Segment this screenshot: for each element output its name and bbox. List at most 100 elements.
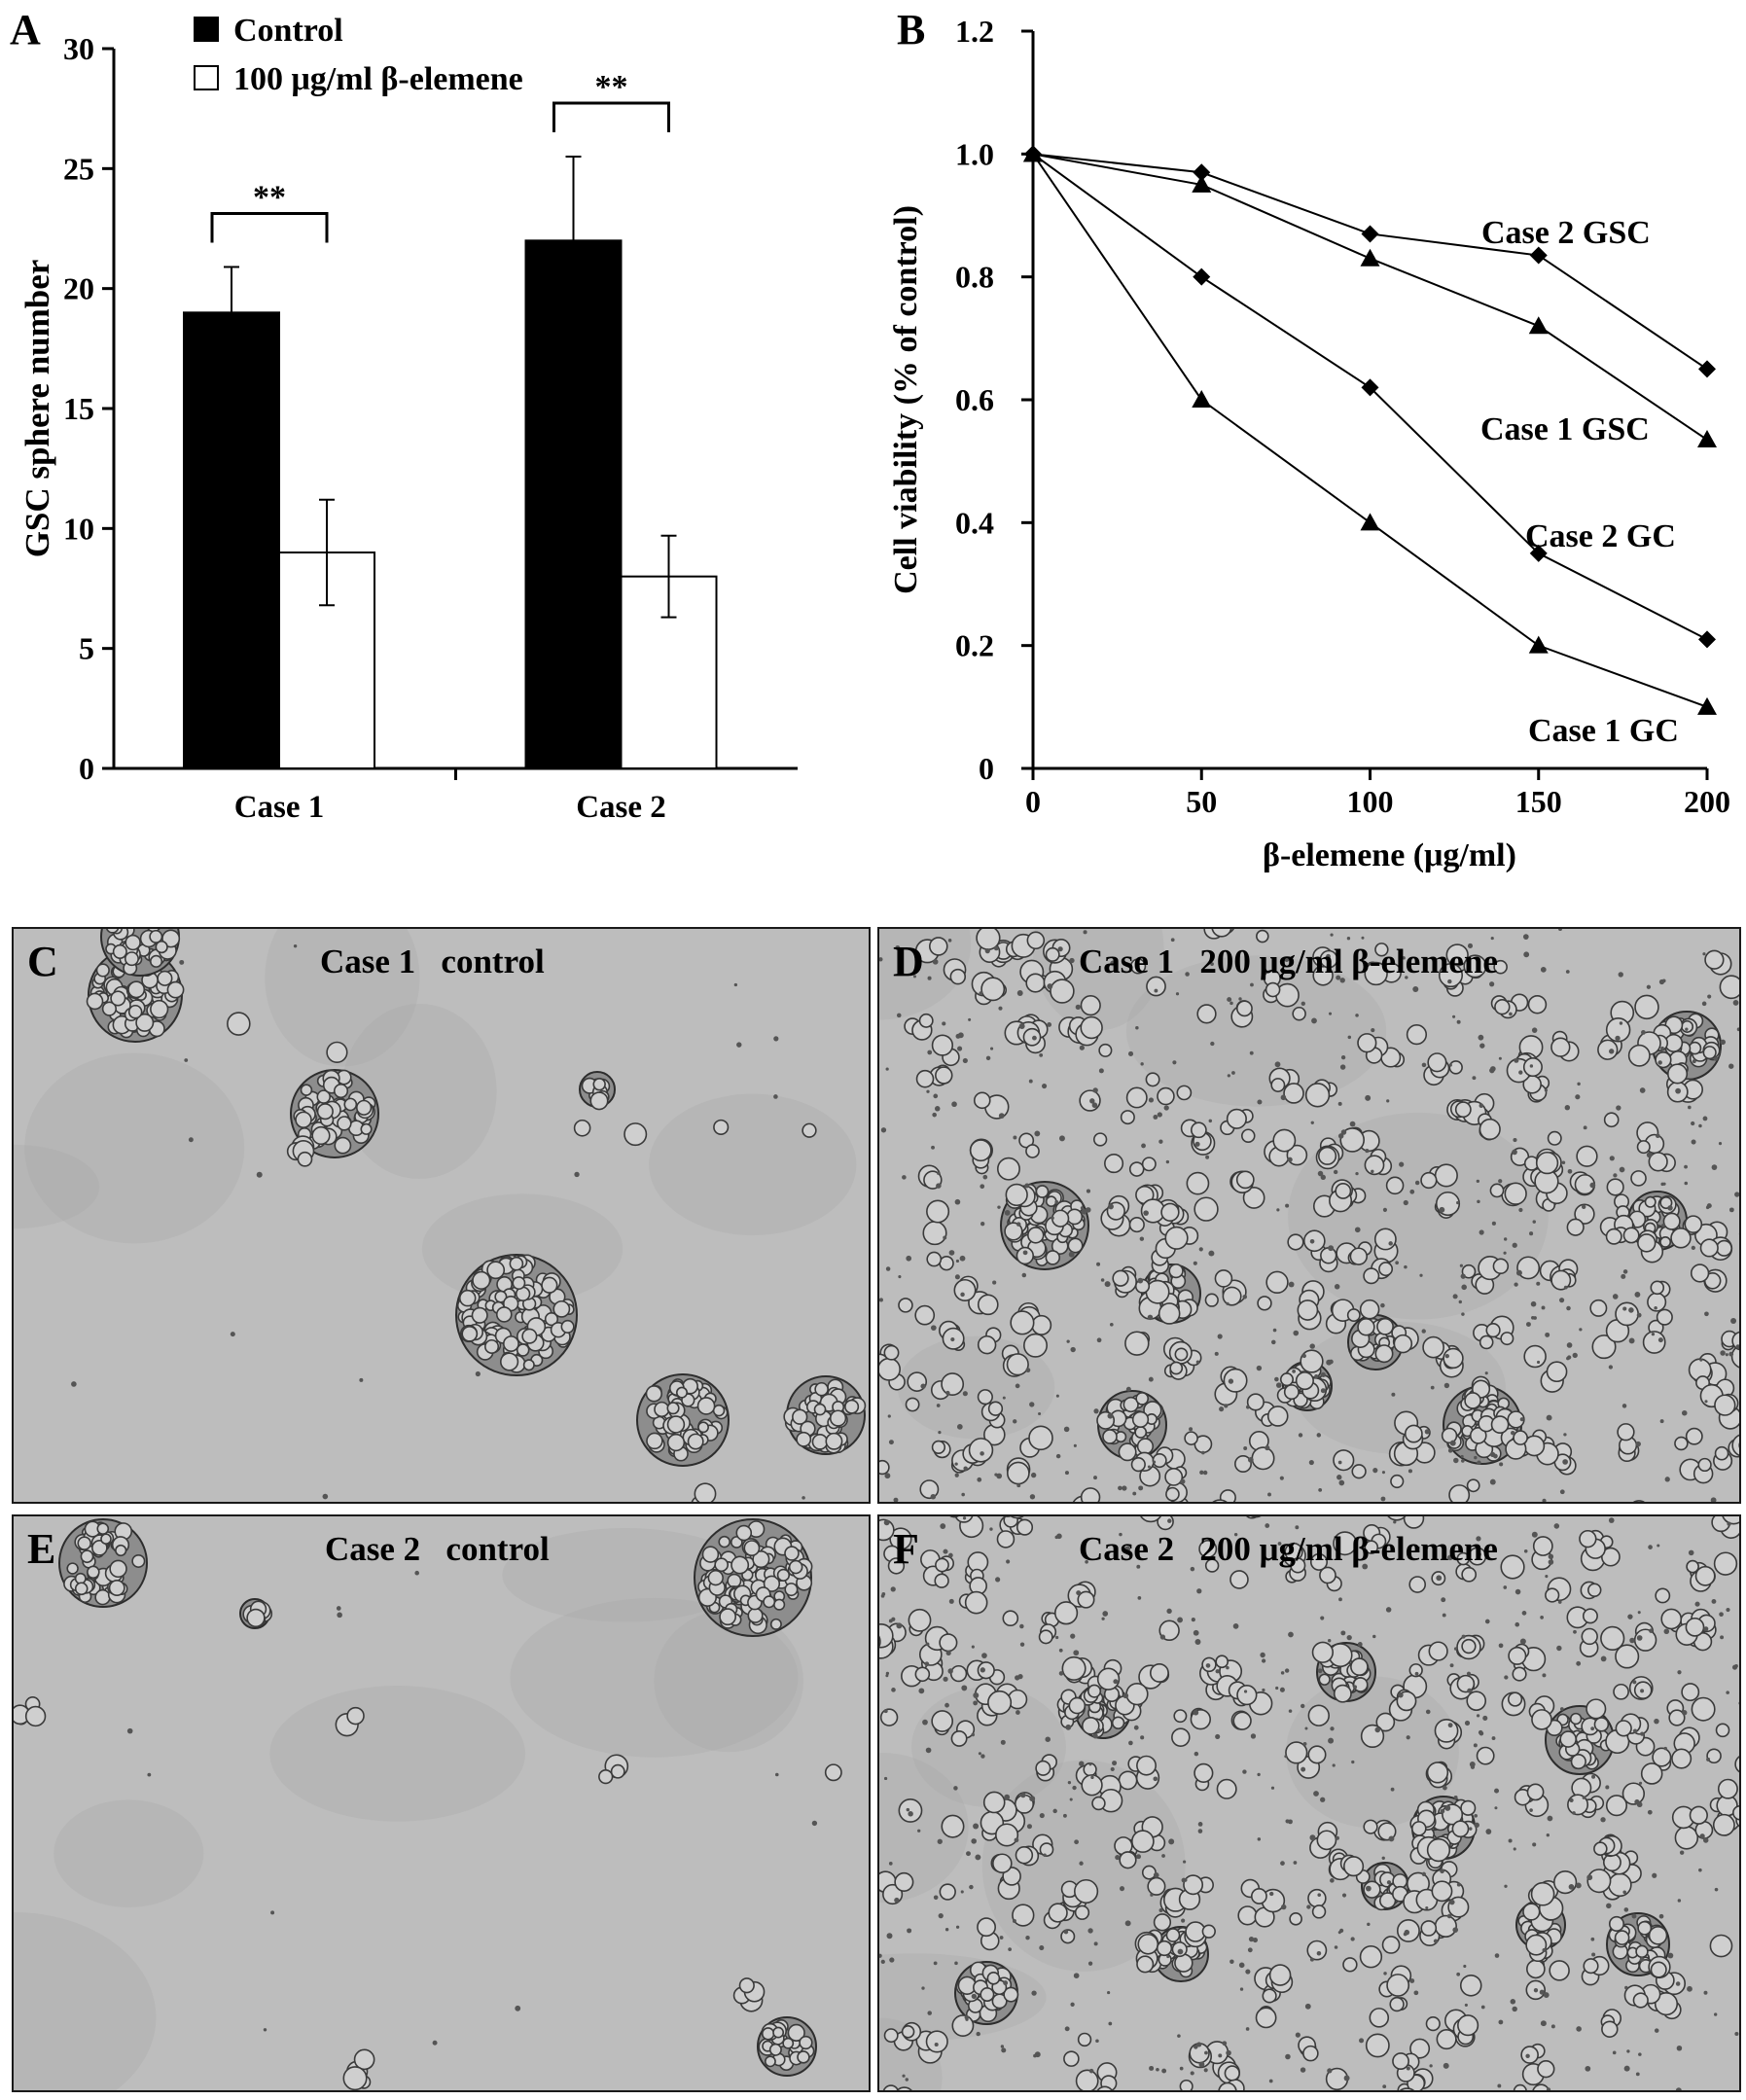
debris <box>933 1961 938 1966</box>
debris <box>1446 1913 1452 1919</box>
cell <box>1532 2083 1550 2090</box>
debris <box>1304 2003 1311 2010</box>
debris <box>1484 1371 1488 1375</box>
debris <box>1274 1376 1279 1382</box>
debris <box>733 982 738 987</box>
cell <box>879 1459 890 1476</box>
debris <box>1313 1791 1319 1797</box>
cell <box>124 951 139 967</box>
debris <box>1452 1294 1458 1299</box>
debris <box>1191 1618 1195 1622</box>
debris <box>1137 1596 1142 1600</box>
debris <box>1406 2066 1410 2071</box>
debris <box>1447 979 1452 984</box>
debris <box>1449 1440 1456 1446</box>
debris <box>1480 2005 1485 2010</box>
debris <box>1519 1638 1526 1645</box>
debris <box>1467 943 1474 948</box>
cell <box>1125 1086 1148 1109</box>
cell <box>1246 1393 1265 1411</box>
debris <box>1474 1813 1479 1818</box>
cell <box>896 2086 912 2090</box>
cell <box>1081 1717 1100 1735</box>
cell <box>1237 1905 1258 1926</box>
debris <box>1702 1837 1709 1843</box>
debris <box>1414 1180 1420 1186</box>
debris <box>1107 1412 1114 1419</box>
debris <box>1205 1155 1210 1159</box>
debris <box>1649 1628 1654 1633</box>
cell <box>1003 1986 1019 2003</box>
debris <box>1684 1181 1689 1186</box>
debris <box>1070 1346 1076 1353</box>
debris <box>1119 1886 1125 1892</box>
cell <box>1140 1516 1161 1523</box>
cell <box>1352 1677 1369 1692</box>
debris <box>1474 1822 1479 1829</box>
legend-swatch <box>194 17 219 42</box>
cell <box>80 1549 94 1564</box>
debris <box>1429 2064 1433 2068</box>
debris <box>957 1032 964 1039</box>
debris <box>1163 1105 1169 1111</box>
debris <box>1143 1210 1149 1216</box>
debris <box>1514 1057 1519 1063</box>
cell <box>1118 1442 1137 1462</box>
x-axis-label: β-elemene (μg/ml) <box>1263 837 1516 873</box>
debris <box>1476 1714 1480 1718</box>
debris <box>1309 1957 1314 1962</box>
debris <box>1546 1833 1550 1837</box>
debris <box>1623 2065 1630 2072</box>
data-point-diamond <box>1361 225 1379 243</box>
background-shading <box>502 1528 749 1622</box>
debris <box>1529 1231 1534 1236</box>
cell <box>1460 1799 1477 1816</box>
cell <box>77 1536 91 1550</box>
debris <box>1629 1637 1635 1644</box>
debris <box>1518 1207 1523 1213</box>
debris <box>1047 1022 1052 1027</box>
debris <box>1382 2084 1387 2089</box>
data-point-triangle <box>1023 144 1043 162</box>
debris <box>1028 1079 1033 1084</box>
cell <box>949 1664 968 1683</box>
debris <box>1365 1094 1372 1101</box>
cell <box>1343 1856 1365 1877</box>
debris <box>956 1424 963 1430</box>
debris <box>912 975 917 979</box>
cell <box>1235 1170 1255 1190</box>
debris <box>1341 1893 1347 1898</box>
cell <box>666 1433 686 1452</box>
debris <box>1257 1099 1263 1105</box>
micrograph-image-d <box>879 929 1739 1502</box>
debris <box>1024 1183 1030 1189</box>
cell <box>1360 1724 1385 1749</box>
cell <box>1408 1663 1423 1678</box>
cell <box>155 940 168 954</box>
cell <box>1461 1638 1477 1655</box>
cell <box>1493 959 1508 975</box>
debris <box>1698 1123 1702 1128</box>
debris <box>1509 1012 1513 1016</box>
cell <box>977 1917 997 1938</box>
debris <box>1425 1709 1431 1715</box>
debris <box>1012 1919 1016 1923</box>
cell <box>1464 1392 1481 1409</box>
debris <box>1639 1957 1645 1962</box>
debris <box>1441 1597 1446 1603</box>
debris <box>1064 1471 1069 1476</box>
cell <box>1333 1531 1358 1556</box>
debris <box>1421 1062 1427 1068</box>
cell <box>763 1575 781 1592</box>
debris <box>890 1586 896 1592</box>
cell <box>939 1883 956 1901</box>
debris <box>1514 1588 1521 1595</box>
debris <box>1589 1182 1596 1189</box>
cell <box>1295 1370 1314 1391</box>
cell <box>1067 1237 1084 1254</box>
debris <box>1196 2042 1202 2047</box>
cell <box>1386 1974 1410 1997</box>
cell <box>1346 1308 1361 1323</box>
debris <box>1461 1312 1465 1316</box>
debris <box>938 1912 944 1919</box>
